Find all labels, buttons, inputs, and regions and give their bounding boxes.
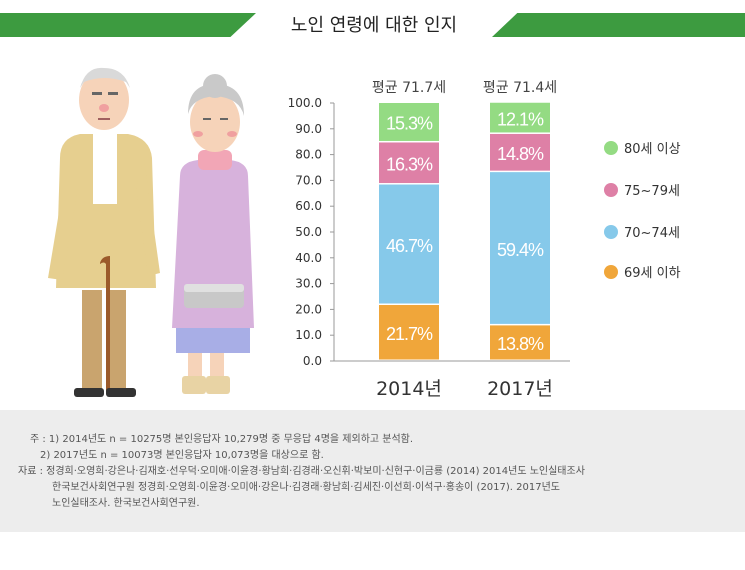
y-tick-label: 50.0 bbox=[295, 225, 322, 239]
title-stripe-left bbox=[0, 13, 256, 37]
title-bar: 노인 연령에 대한 인지 bbox=[0, 10, 745, 42]
bar-segment bbox=[490, 133, 550, 171]
note-line-1: 주 : 1) 2014년도 n = 10275명 본인응답자 10,279명 중… bbox=[30, 434, 414, 445]
y-tick-label: 60.0 bbox=[295, 199, 322, 213]
data-label: 59.4% bbox=[497, 240, 544, 260]
elderly-man-figure bbox=[48, 67, 160, 397]
category-label: 2017년 bbox=[487, 378, 553, 400]
data-label: 14.8% bbox=[497, 144, 544, 164]
source-line-1: 자료 : 정경희·오영희·강은나·김재호·선우덕·오미애·이윤경·황남희·김경래… bbox=[18, 466, 585, 477]
elderly-woman-figure bbox=[172, 74, 254, 394]
data-label: 21.7% bbox=[386, 324, 433, 344]
bar-segment bbox=[490, 102, 550, 133]
average-age-label: 평균 71.7세 bbox=[372, 80, 446, 96]
y-tick-label: 30.0 bbox=[295, 277, 322, 291]
note-line-2: 2) 2017년도 n = 10073명 본인응답자 10,073명을 대상으로… bbox=[40, 450, 324, 461]
y-tick-label: 0.0 bbox=[303, 354, 322, 368]
legend-label: 70~74세 bbox=[624, 226, 680, 241]
bar-segment bbox=[379, 142, 439, 184]
category-label: 2014년 bbox=[376, 378, 442, 400]
legend-label: 80세 이상 bbox=[624, 142, 681, 157]
y-tick-label: 40.0 bbox=[295, 251, 322, 265]
data-label: 13.8% bbox=[497, 334, 544, 354]
average-age-label: 평균 71.4세 bbox=[483, 80, 557, 96]
y-tick-label: 70.0 bbox=[295, 173, 322, 187]
title-stripe-right bbox=[492, 13, 745, 37]
y-tick-label: 20.0 bbox=[295, 302, 322, 316]
data-label: 15.3% bbox=[386, 114, 433, 134]
elderly-couple-illustration bbox=[48, 67, 254, 397]
bar-segment bbox=[379, 305, 439, 360]
bar-segment bbox=[490, 325, 550, 360]
bar-segment bbox=[379, 184, 439, 304]
source-line-2: 한국보건사회연구원 정경희·오영희·이윤경·오미애·강은나·김경래·황남희·김세… bbox=[52, 482, 561, 493]
stacked-bar-chart: 0.0 10.0 20.0 30.0 40.0 50.0 60.0 70.0 80.0 90.0 1… bbox=[288, 80, 681, 400]
legend-swatch bbox=[604, 225, 618, 239]
y-tick-label: 10.0 bbox=[295, 328, 322, 342]
data-label: 46.7% bbox=[386, 236, 433, 256]
page-title: 노인 연령에 대한 인지 bbox=[290, 15, 458, 36]
y-tick-label: 80.0 bbox=[295, 148, 322, 162]
data-label: 12.1% bbox=[497, 109, 544, 129]
legend-swatch bbox=[604, 141, 618, 155]
legend-label: 69세 이하 bbox=[624, 266, 681, 281]
legend-swatch bbox=[604, 265, 618, 279]
data-label: 16.3% bbox=[386, 155, 433, 175]
legend-swatch bbox=[604, 183, 618, 197]
bar-segment bbox=[490, 172, 550, 324]
y-tick-label: 100.0 bbox=[288, 96, 322, 110]
y-tick-label: 90.0 bbox=[295, 122, 322, 136]
notes-panel: 주 : 1) 2014년도 n = 10275명 본인응답자 10,279명 중… bbox=[0, 410, 745, 532]
source-line-3: 노인실태조사. 한국보건사회연구원. bbox=[52, 498, 200, 509]
legend-label: 75~79세 bbox=[624, 184, 680, 199]
bar-segment bbox=[379, 103, 439, 141]
